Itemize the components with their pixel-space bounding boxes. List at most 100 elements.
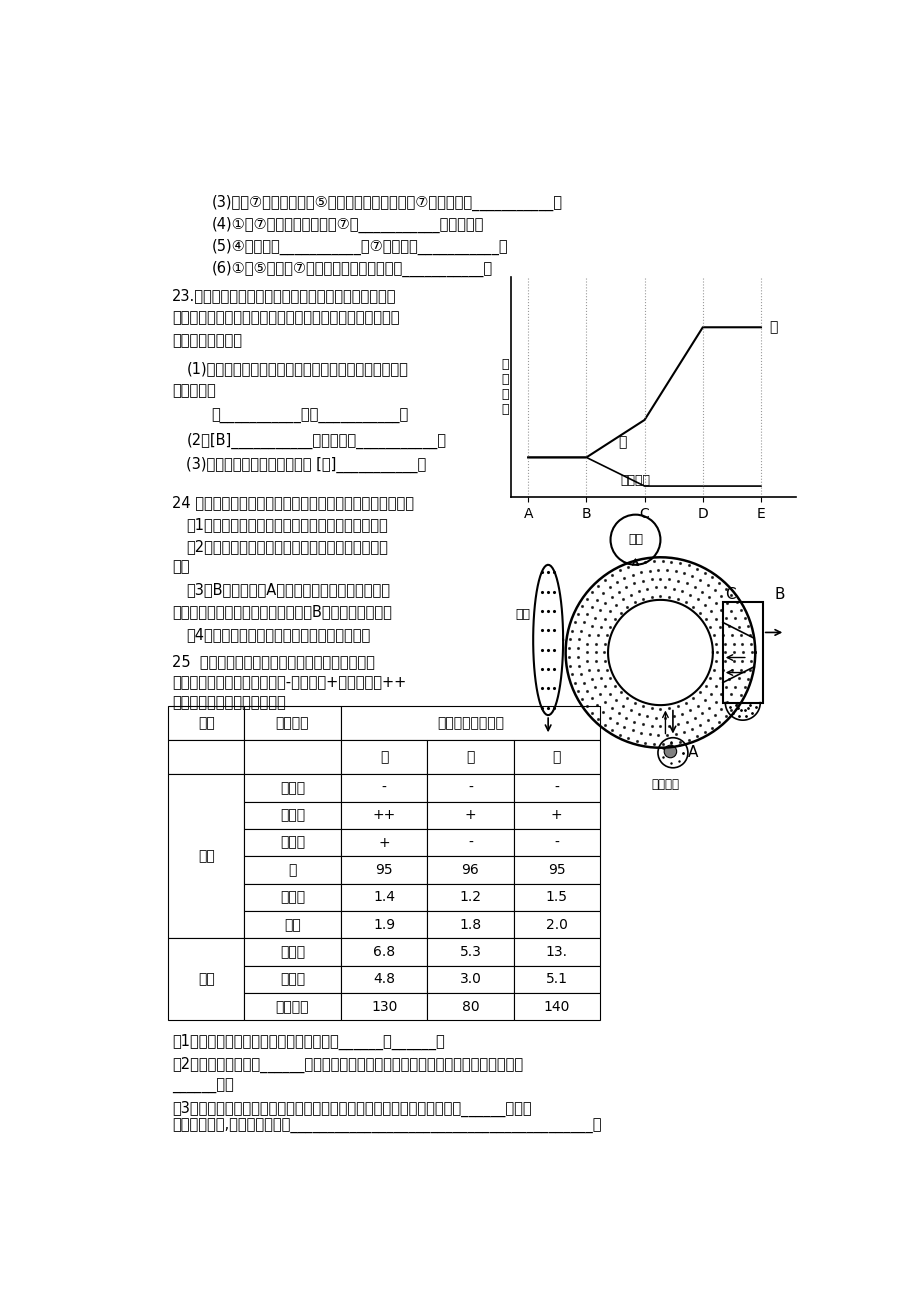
Text: 图回答下列问题。: 图回答下列问题。 <box>172 333 242 348</box>
Text: 24 右图为正常人体部分生理活动示意图，请据图回答问题：: 24 右图为正常人体部分生理活动示意图，请据图回答问题： <box>172 495 414 510</box>
Text: 白细胞: 白细胞 <box>279 945 305 960</box>
Text: -: - <box>468 836 472 850</box>
Bar <box>341 884 426 911</box>
Text: -: - <box>468 781 472 796</box>
Bar <box>341 966 426 993</box>
Text: (6)①、⑤和流过⑦的液体含有的相同成分是___________。: (6)①、⑤和流过⑦的液体含有的相同成分是___________。 <box>211 260 492 277</box>
Text: 140: 140 <box>543 1000 569 1014</box>
Text: (4)①与⑦两种液体相比较，⑦中___________大大减少。: (4)①与⑦两种液体相比较，⑦中___________大大减少。 <box>211 216 483 233</box>
Bar <box>341 706 599 740</box>
Text: 1.5: 1.5 <box>545 891 567 905</box>
Text: （2）在食物消化的主要场所内，发挥作用的消化液: （2）在食物消化的主要场所内，发挥作用的消化液 <box>186 539 388 555</box>
Text: 血检: 血检 <box>198 973 214 987</box>
Text: 13.: 13. <box>545 945 567 960</box>
Text: (5)④的作用是___________，⑦的作用是___________。: (5)④的作用是___________，⑦的作用是___________。 <box>211 238 507 255</box>
Text: 有。: 有。 <box>172 560 189 574</box>
Text: 无机盐: 无机盐 <box>279 891 305 905</box>
Bar <box>426 829 513 857</box>
Bar <box>426 775 513 802</box>
Text: 乙: 乙 <box>466 750 474 764</box>
Text: 1.9: 1.9 <box>373 918 395 932</box>
Bar <box>513 775 599 802</box>
Text: （3）B处的液体与A处的液体相比较，在组成成分: （3）B处的液体与A处的液体相比较，在组成成分 <box>186 582 390 598</box>
Bar <box>513 939 599 966</box>
Text: +: + <box>464 809 476 823</box>
Text: (2）[B]___________内的液体叫___________。: (2）[B]___________内的液体叫___________。 <box>186 434 446 449</box>
Bar <box>513 993 599 1021</box>
Bar <box>513 829 599 857</box>
Bar <box>244 966 341 993</box>
Bar <box>244 740 341 775</box>
Bar <box>168 740 244 775</box>
Bar <box>513 966 599 993</box>
Text: （2）甲的尿液中出现______和红细胞，如果是肾脏有病变，那么可能的部位是肾脏的: （2）甲的尿液中出现______和红细胞，如果是肾脏有病变，那么可能的部位是肾脏… <box>172 1056 523 1073</box>
Text: 葡萄糖: 葡萄糖 <box>279 781 305 796</box>
Text: 25  下表是对某高校高三学生进行体检后，发现部: 25 下表是对某高校高三学生进行体检后，发现部 <box>172 655 375 669</box>
Text: 血红蛋白: 血红蛋白 <box>276 1000 309 1014</box>
Bar <box>244 939 341 966</box>
Bar <box>168 706 244 740</box>
Text: 样品: 样品 <box>198 716 214 730</box>
Text: 甲___________；乙___________。: 甲___________；乙___________。 <box>211 409 408 424</box>
Bar <box>341 993 426 1021</box>
Bar <box>341 911 426 939</box>
Text: 3.0: 3.0 <box>459 973 481 987</box>
Bar <box>513 802 599 829</box>
Text: 水: 水 <box>288 863 296 878</box>
Text: （4）该图所标示的人体废物排出途径共有条。: （4）该图所标示的人体废物排出途径共有条。 <box>186 628 370 642</box>
Text: 检测项目: 检测项目 <box>276 716 309 730</box>
Text: 尿检: 尿检 <box>198 849 214 863</box>
Text: 2.0: 2.0 <box>545 918 567 932</box>
Text: 表示大量）。据表分析回答：: 表示大量）。据表分析回答： <box>172 695 286 711</box>
Text: 4.8: 4.8 <box>373 973 395 987</box>
Text: 分同学被检测指标出现异常（-表示无，+表示少量，++: 分同学被检测指标出现异常（-表示无，+表示少量，++ <box>172 676 406 690</box>
Text: (3)流过⑦以后的液体与⑤中的液体相比较，流过⑦以后不含有___________。: (3)流过⑦以后的液体与⑤中的液体相比较，流过⑦以后不含有___________… <box>211 194 562 211</box>
Text: -: - <box>553 781 559 796</box>
Bar <box>426 911 513 939</box>
Bar <box>513 884 599 911</box>
Text: 甲: 甲 <box>380 750 388 764</box>
Bar <box>244 802 341 829</box>
Text: 130: 130 <box>370 1000 397 1014</box>
Text: 95: 95 <box>548 863 565 878</box>
Bar <box>513 911 599 939</box>
Text: 红细胞: 红细胞 <box>279 973 305 987</box>
Text: +: + <box>378 836 390 850</box>
Bar <box>426 966 513 993</box>
Bar <box>168 939 244 1021</box>
Text: 各种液体中百分含量的变化，字母表示肾脏的有关结构，据: 各种液体中百分含量的变化，字母表示肾脏的有关结构，据 <box>172 311 399 326</box>
Bar <box>244 775 341 802</box>
Text: 上的主要区别是（只需写出一个），B处液体的名称是。: 上的主要区别是（只需写出一个），B处液体的名称是。 <box>172 604 391 620</box>
Bar <box>244 911 341 939</box>
Text: +: + <box>550 809 562 823</box>
Bar <box>244 884 341 911</box>
Bar <box>341 939 426 966</box>
Bar <box>244 857 341 884</box>
Bar <box>341 802 426 829</box>
Bar <box>341 775 426 802</box>
Text: （1）肺泡内的气体通过作用进入到血液循环中去。: （1）肺泡内的气体通过作用进入到血液循环中去。 <box>186 517 388 533</box>
Bar <box>244 706 341 740</box>
Text: 1.8: 1.8 <box>459 918 481 932</box>
Bar <box>244 829 341 857</box>
Text: 95: 95 <box>375 863 392 878</box>
Text: 丙: 丙 <box>552 750 561 764</box>
Text: （3）医生依据乙血检中红细胞和血红蛋白的数量都偏低，判断他可能患有______。从平: （3）医生依据乙血检中红细胞和血红蛋白的数量都偏低，判断他可能患有______。… <box>172 1100 531 1117</box>
Bar <box>426 884 513 911</box>
Text: 红细胞: 红细胞 <box>279 836 305 850</box>
Bar <box>341 829 426 857</box>
Bar <box>426 802 513 829</box>
Text: -: - <box>381 781 386 796</box>
Text: 时的饮食方面,你给他的建议是_________________________________________。: 时的饮食方面,你给他的建议是__________________________… <box>172 1118 601 1134</box>
Text: 80: 80 <box>461 1000 479 1014</box>
Text: 部分学生检测结果: 部分学生检测结果 <box>437 716 504 730</box>
Bar <box>168 775 244 939</box>
Text: 96: 96 <box>461 863 479 878</box>
Bar <box>341 857 426 884</box>
Bar <box>341 740 426 775</box>
Bar <box>513 740 599 775</box>
Bar <box>426 993 513 1021</box>
Text: 6.8: 6.8 <box>373 945 395 960</box>
Text: 尿素: 尿素 <box>284 918 301 932</box>
Text: （1）正常尿液中除了大量水外，主要还有______和______。: （1）正常尿液中除了大量水外，主要还有______和______。 <box>172 1034 444 1049</box>
